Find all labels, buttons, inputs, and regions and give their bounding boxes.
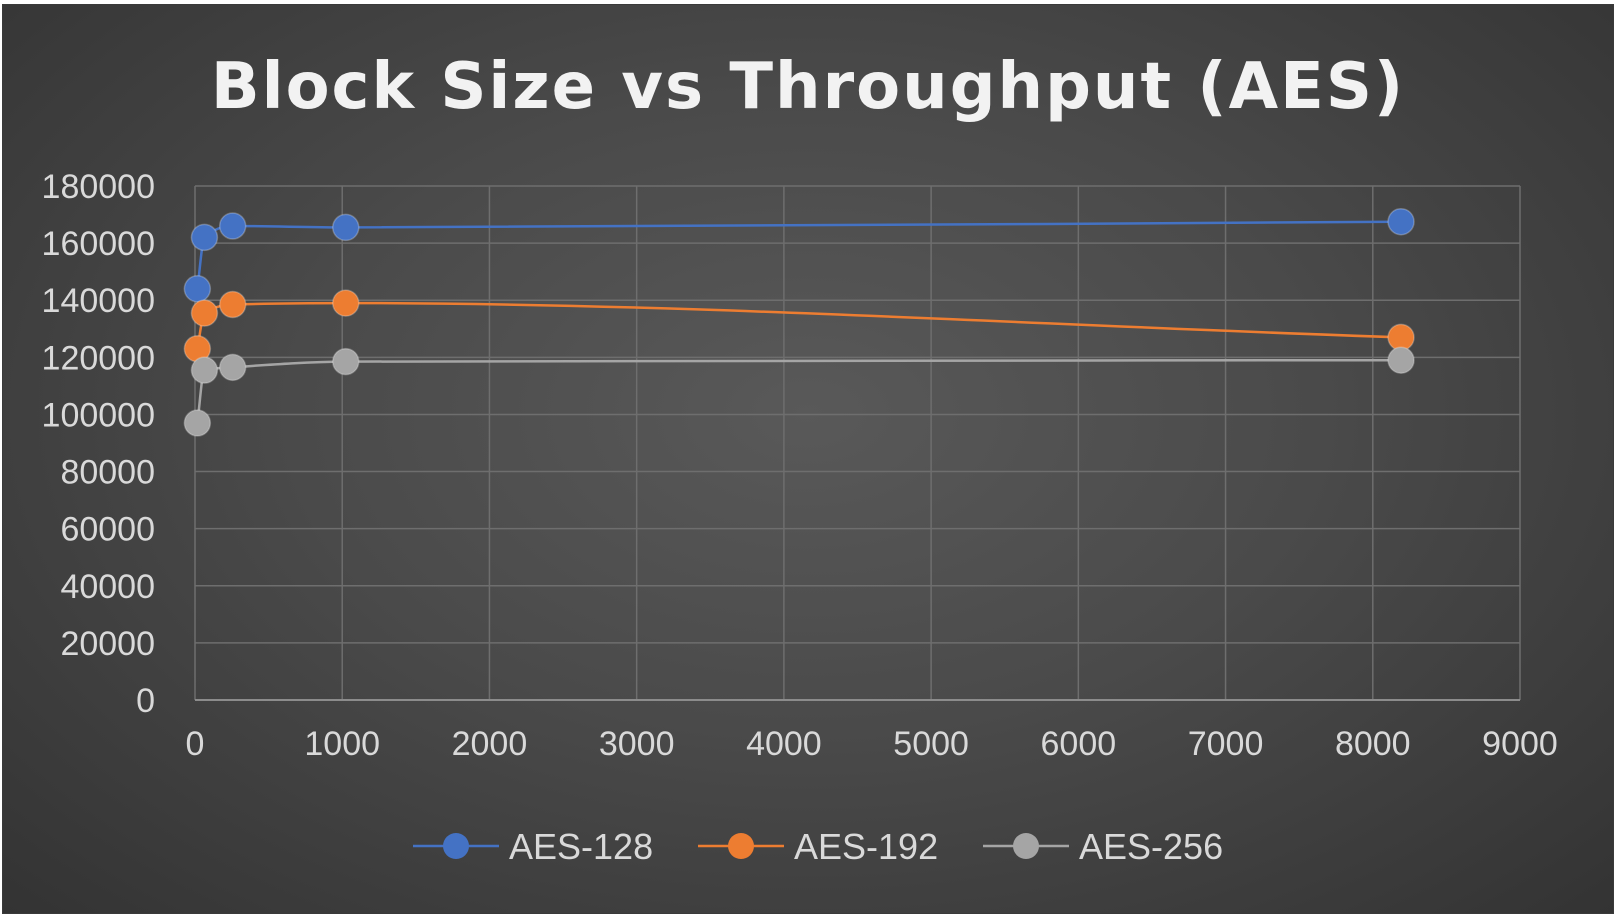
- legend-marker: [1013, 833, 1039, 859]
- data-point-aes-128: [1387, 207, 1415, 236]
- x-tick-label: 6000: [1041, 725, 1117, 763]
- data-point-aes-256: [183, 409, 212, 437]
- series-line-aes-256: [196, 358, 1402, 424]
- x-tick-label: 3000: [599, 725, 675, 763]
- data-point-aes-128: [190, 223, 219, 252]
- y-tick-label: 20000: [60, 625, 155, 663]
- series-line-aes-192: [196, 301, 1402, 350]
- y-tick-label: 180000: [42, 168, 155, 206]
- data-point-aes-256: [218, 353, 247, 382]
- data-point-aes-256: [1387, 346, 1415, 374]
- data-point-aes-128: [332, 213, 360, 242]
- y-tick-label: 0: [136, 682, 155, 720]
- chart-area: [2, 4, 1614, 914]
- legend-label: AES-128: [509, 826, 653, 867]
- x-tick-label: 2000: [452, 725, 528, 763]
- legend-item-aes-128: AES-128: [413, 826, 653, 867]
- y-tick-label: 100000: [42, 396, 155, 434]
- x-tick-label: 1000: [304, 725, 380, 763]
- y-tick-label: 60000: [60, 511, 155, 549]
- axes: 0200004000060000800001000001200001400001…: [42, 168, 1558, 763]
- plot-series: [183, 207, 1415, 437]
- gridlines: [194, 185, 1521, 700]
- y-tick-label: 40000: [60, 568, 155, 606]
- data-point-aes-192: [190, 299, 219, 327]
- x-tick-label: 0: [186, 725, 205, 763]
- series-line-aes-128: [196, 220, 1402, 289]
- legend: AES-128 AES-192 AES-256: [413, 826, 1223, 867]
- data-point-aes-128: [218, 212, 247, 240]
- legend-item-aes-256: AES-256: [983, 826, 1223, 867]
- legend-label: AES-256: [1079, 826, 1223, 867]
- y-tick-label: 140000: [42, 282, 155, 320]
- y-tick-label: 120000: [42, 339, 155, 377]
- legend-marker: [443, 833, 469, 859]
- legend-marker: [728, 833, 754, 859]
- y-tick-label: 80000: [60, 454, 155, 492]
- x-tick-label: 8000: [1335, 725, 1411, 763]
- data-point-aes-128: [183, 275, 212, 303]
- data-point-aes-192: [218, 290, 247, 319]
- data-point-aes-256: [190, 356, 219, 384]
- x-tick-label: 4000: [746, 725, 822, 763]
- data-point-aes-256: [332, 347, 360, 376]
- x-tick-label: 9000: [1482, 725, 1558, 763]
- x-tick-label: 7000: [1188, 725, 1264, 763]
- chart-title: Block Size vs Throughput (AES): [211, 50, 1405, 124]
- legend-label: AES-192: [794, 826, 938, 867]
- legend-item-aes-192: AES-192: [698, 826, 938, 867]
- data-point-aes-192: [332, 289, 360, 317]
- x-tick-label: 5000: [893, 725, 969, 763]
- y-tick-label: 160000: [42, 225, 155, 263]
